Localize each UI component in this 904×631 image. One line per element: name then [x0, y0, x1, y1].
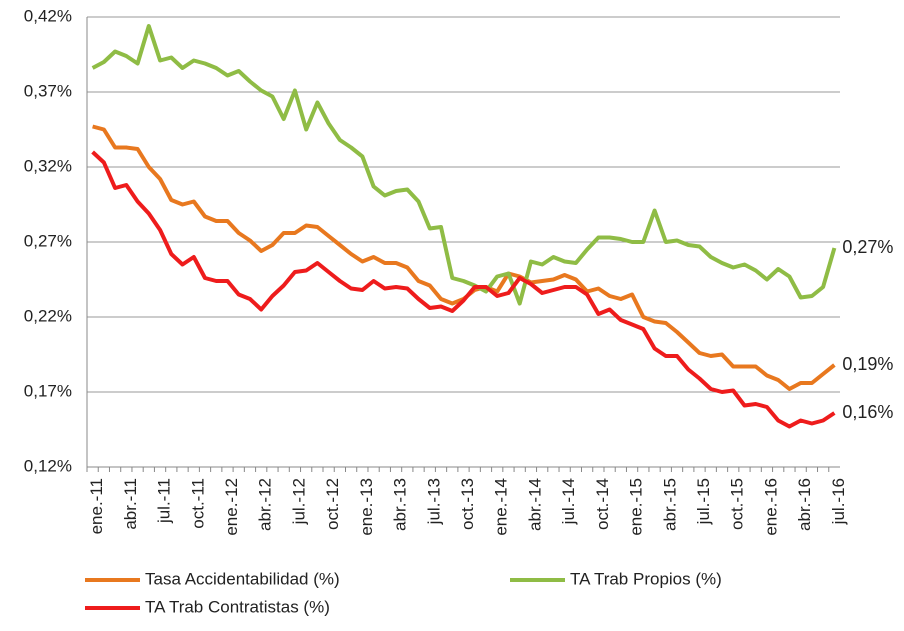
x-tick-label: ene.-11: [87, 478, 106, 534]
x-tick-label: ene.-15: [627, 478, 646, 536]
y-tick-label: 0,37%: [24, 81, 72, 100]
y-tick-label: 0,32%: [24, 156, 72, 175]
x-tick-label: oct.-13: [458, 478, 477, 530]
data-label: 0,16%: [842, 402, 893, 422]
x-tick-label: abr.-11: [121, 478, 140, 530]
y-tick-label: 0,17%: [24, 381, 72, 400]
x-tick-label: abr.-15: [660, 478, 679, 531]
x-tick-label: jul.-12: [289, 478, 308, 525]
y-tick-label: 0,27%: [24, 231, 72, 250]
x-tick-label: oct.-15: [728, 478, 747, 530]
legend-label: TA Trab Contratistas (%): [145, 597, 330, 616]
y-tick-label: 0,42%: [24, 6, 72, 25]
x-tick-label: oct.-11: [188, 478, 207, 529]
x-tick-label: jul.-16: [829, 478, 848, 525]
x-tick-label: oct.-12: [323, 478, 342, 530]
legend-label: TA Trab Propios (%): [570, 569, 722, 588]
data-label: 0,27%: [842, 237, 893, 257]
x-tick-label: abr.-14: [525, 478, 544, 531]
x-tick-label: ene.-14: [492, 478, 511, 536]
data-label: 0,19%: [842, 354, 893, 374]
x-tick-label: jul.-14: [559, 478, 578, 525]
x-tick-label: jul.-15: [694, 478, 713, 525]
x-tick-label: abr.-12: [256, 478, 275, 531]
x-tick-label: abr.-13: [391, 478, 410, 531]
x-tick-label: jul.-11: [155, 478, 174, 524]
x-tick-label: ene.-12: [222, 478, 241, 536]
series-line: [91, 24, 837, 306]
x-tick-label: ene.-13: [357, 478, 376, 536]
x-tick-label: abr.-16: [795, 478, 814, 531]
series-line: [92, 124, 836, 391]
y-tick-label: 0,22%: [24, 306, 72, 325]
series-line: [91, 150, 836, 429]
y-tick-label: 0,12%: [24, 456, 72, 475]
x-tick-label: jul.-13: [424, 478, 443, 525]
x-tick-label: ene.-16: [761, 478, 780, 536]
legend-label: Tasa Accidentabilidad (%): [145, 569, 340, 588]
x-tick-label: oct.-14: [593, 478, 612, 530]
